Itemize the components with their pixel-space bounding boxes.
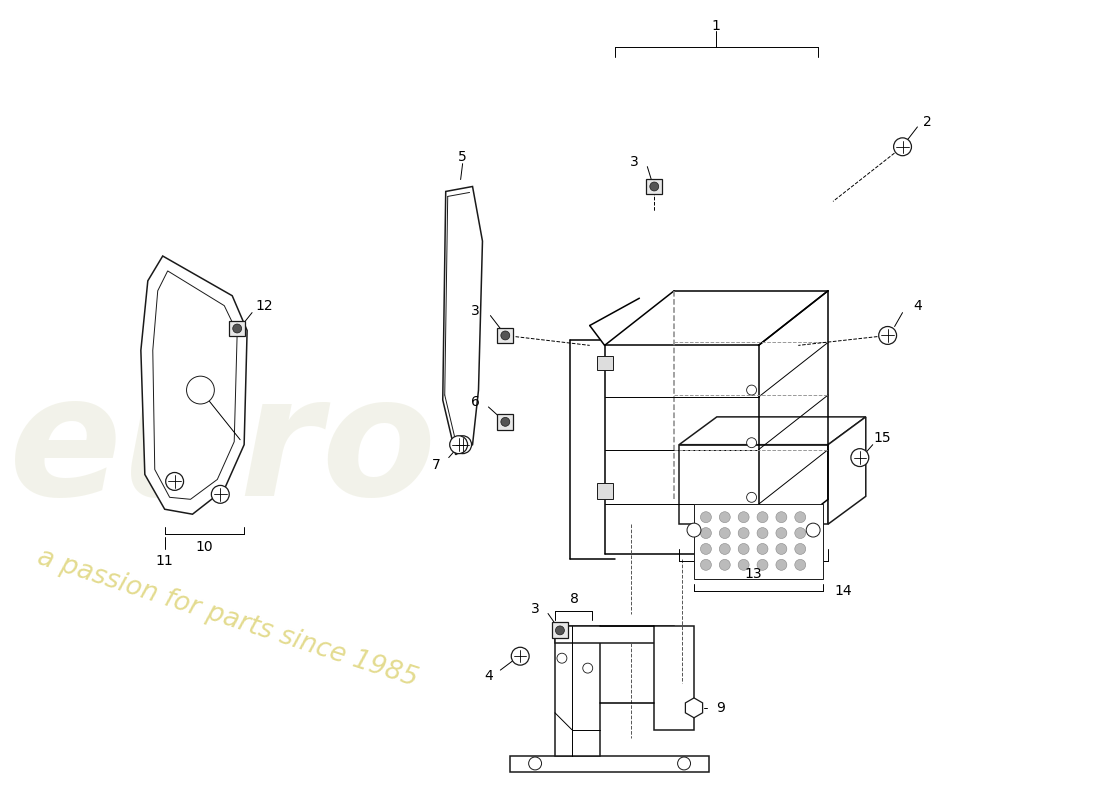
Bar — [596, 483, 613, 499]
Polygon shape — [442, 186, 483, 454]
Text: 7: 7 — [431, 458, 440, 471]
Bar — [596, 356, 613, 370]
Circle shape — [719, 512, 730, 522]
Circle shape — [747, 492, 757, 502]
Circle shape — [738, 512, 749, 522]
Polygon shape — [141, 256, 248, 514]
Text: 9: 9 — [716, 701, 725, 715]
Text: 3: 3 — [471, 304, 480, 318]
Circle shape — [719, 528, 730, 538]
Text: 11: 11 — [156, 554, 174, 568]
Polygon shape — [828, 417, 866, 524]
Polygon shape — [510, 755, 708, 772]
Circle shape — [795, 528, 805, 538]
Circle shape — [747, 385, 757, 395]
Text: euro: euro — [9, 368, 437, 531]
Text: 6: 6 — [471, 395, 480, 409]
Circle shape — [166, 473, 184, 490]
Circle shape — [851, 449, 869, 466]
Circle shape — [757, 528, 768, 538]
Circle shape — [453, 436, 472, 454]
Circle shape — [738, 543, 749, 554]
Polygon shape — [685, 698, 703, 718]
Text: 15: 15 — [873, 430, 891, 445]
Text: 3: 3 — [630, 154, 639, 169]
Text: 14: 14 — [834, 584, 851, 598]
Polygon shape — [153, 271, 238, 499]
Circle shape — [187, 376, 214, 404]
Text: 4: 4 — [484, 669, 493, 683]
Text: 1: 1 — [712, 18, 720, 33]
Polygon shape — [654, 626, 694, 730]
Bar — [497, 414, 514, 430]
Circle shape — [688, 523, 701, 537]
Circle shape — [233, 324, 242, 333]
Circle shape — [795, 512, 805, 522]
Circle shape — [806, 523, 821, 537]
Circle shape — [757, 543, 768, 554]
Polygon shape — [556, 626, 600, 755]
Circle shape — [776, 528, 786, 538]
Text: 2: 2 — [923, 115, 932, 129]
Circle shape — [879, 326, 896, 344]
Circle shape — [500, 418, 509, 426]
Circle shape — [512, 647, 529, 665]
Circle shape — [701, 512, 712, 522]
Circle shape — [701, 528, 712, 538]
Circle shape — [583, 663, 593, 673]
Bar — [229, 321, 245, 337]
Circle shape — [757, 512, 768, 522]
Text: 8: 8 — [571, 592, 580, 606]
Circle shape — [450, 436, 468, 454]
Circle shape — [556, 626, 564, 635]
Circle shape — [211, 486, 229, 503]
Circle shape — [757, 559, 768, 570]
Circle shape — [776, 543, 786, 554]
Text: 10: 10 — [196, 540, 213, 554]
Text: 5: 5 — [459, 150, 468, 164]
Circle shape — [719, 559, 730, 570]
Text: 12: 12 — [255, 298, 273, 313]
Circle shape — [747, 438, 757, 448]
Bar — [694, 504, 823, 578]
Circle shape — [738, 559, 749, 570]
Circle shape — [701, 559, 712, 570]
Text: a passion for parts since 1985: a passion for parts since 1985 — [34, 545, 420, 692]
Circle shape — [701, 543, 712, 554]
Polygon shape — [556, 626, 674, 643]
Polygon shape — [679, 417, 866, 445]
Circle shape — [678, 757, 691, 770]
Circle shape — [776, 559, 786, 570]
Circle shape — [776, 512, 786, 522]
Bar — [497, 327, 514, 343]
Bar — [552, 622, 568, 638]
Circle shape — [719, 543, 730, 554]
Circle shape — [795, 559, 805, 570]
Circle shape — [650, 182, 659, 191]
Text: 3: 3 — [530, 602, 539, 615]
Text: 4: 4 — [913, 298, 922, 313]
Circle shape — [795, 543, 805, 554]
Polygon shape — [679, 445, 828, 524]
Circle shape — [529, 757, 541, 770]
Bar — [647, 178, 662, 194]
Circle shape — [557, 654, 566, 663]
Text: 13: 13 — [745, 566, 762, 581]
Circle shape — [738, 528, 749, 538]
Circle shape — [893, 138, 912, 156]
Circle shape — [500, 331, 509, 340]
